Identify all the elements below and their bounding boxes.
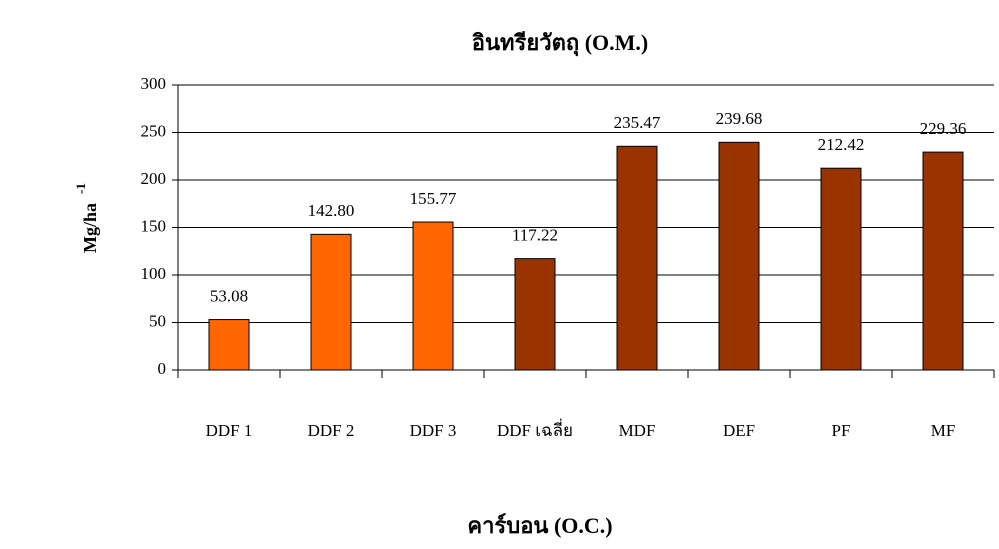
x-tick-label: DDF 2 xyxy=(308,421,355,440)
x-tick-label: DDF เฉลี่ย xyxy=(497,418,573,440)
value-label: 155.77 xyxy=(410,189,457,208)
bar xyxy=(719,142,759,370)
x-tick-label: DEF xyxy=(723,421,755,440)
value-label: 53.08 xyxy=(210,286,248,305)
bar xyxy=(209,320,249,370)
y-tick-label: 100 xyxy=(141,264,167,283)
x-tick-label: DDF 3 xyxy=(410,421,457,440)
y-tick-label: 250 xyxy=(141,121,167,140)
value-label: 142.80 xyxy=(308,201,355,220)
x-tick-label: MF xyxy=(931,421,956,440)
bar xyxy=(515,259,555,370)
x-tick-label: DDF 1 xyxy=(206,421,253,440)
y-axis-title: Mg/ha -1 xyxy=(73,183,100,253)
bar xyxy=(311,234,351,370)
value-label: 212.42 xyxy=(818,135,865,154)
y-tick-label: 50 xyxy=(149,311,166,330)
chart: อินทรียวัตถุ (O.M.) Mg/ha -1 คาร์บอน (O.… xyxy=(0,0,999,549)
value-label: 229.36 xyxy=(920,119,967,138)
y-tick-label: 150 xyxy=(141,216,167,235)
value-label: 235.47 xyxy=(614,113,661,132)
y-tick-label: 0 xyxy=(158,359,167,378)
value-label: 117.22 xyxy=(512,226,558,245)
y-tick-label: 300 xyxy=(141,74,167,93)
y-label: Mg/ha xyxy=(80,203,100,253)
value-label: 239.68 xyxy=(716,109,763,128)
bar xyxy=(821,168,861,370)
next-chart-title: คาร์บอน (O.C.) xyxy=(467,513,612,538)
bar xyxy=(413,222,453,370)
x-tick-label: MDF xyxy=(619,421,656,440)
chart-title: อินทรียวัตถุ (O.M.) xyxy=(472,30,648,57)
y-label-superscript: -1 xyxy=(73,183,88,194)
y-tick-label: 200 xyxy=(141,169,167,188)
bar xyxy=(923,152,963,370)
bar xyxy=(617,146,657,370)
x-tick-label: PF xyxy=(832,421,851,440)
